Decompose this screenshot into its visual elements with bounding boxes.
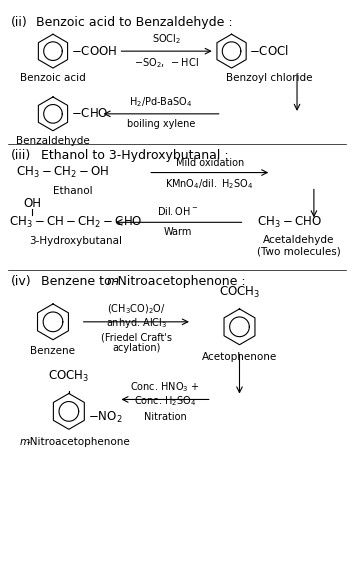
Text: Ethanol to 3-Hydroxybutanal :: Ethanol to 3-Hydroxybutanal : [41, 149, 229, 162]
Text: Acetophenone: Acetophenone [202, 352, 277, 362]
Text: (ii): (ii) [11, 16, 28, 29]
Text: Benzene: Benzene [30, 346, 75, 356]
Text: Acetaldehyde: Acetaldehyde [263, 235, 335, 246]
Text: $-$COCl: $-$COCl [250, 44, 289, 58]
Text: m: m [107, 275, 119, 288]
Text: $-$COOH: $-$COOH [71, 45, 117, 58]
Text: Conc. $\mathrm{HNO_3}$ +: Conc. $\mathrm{HNO_3}$ + [130, 381, 200, 394]
Text: (iv): (iv) [11, 275, 32, 288]
Text: m: m [19, 437, 29, 447]
Text: Conc. $\mathrm{H_2SO_4}$: Conc. $\mathrm{H_2SO_4}$ [134, 394, 196, 408]
Text: $\mathrm{(CH_3CO)_2O/}$: $\mathrm{(CH_3CO)_2O/}$ [107, 302, 166, 316]
Text: acylation): acylation) [112, 343, 160, 352]
Text: $\mathrm{CH_3-CHO}$: $\mathrm{CH_3-CHO}$ [257, 215, 322, 230]
Text: Ethanol: Ethanol [53, 186, 93, 197]
Text: boiling xylene: boiling xylene [127, 119, 195, 129]
Text: $\mathrm{SOCl_2}$: $\mathrm{SOCl_2}$ [152, 32, 181, 46]
Text: Benzene to: Benzene to [41, 275, 116, 288]
Text: (Friedel Craft's: (Friedel Craft's [101, 333, 172, 343]
Text: Benzaldehyde: Benzaldehyde [16, 136, 90, 145]
Text: Warm: Warm [164, 227, 192, 237]
Text: $\mathrm{H_2/Pd\text{-}BaSO_4}$: $\mathrm{H_2/Pd\text{-}BaSO_4}$ [129, 95, 193, 109]
Text: $\mathrm{KMnO_4/dil.\ H_2SO_4}$: $\mathrm{KMnO_4/dil.\ H_2SO_4}$ [165, 178, 254, 191]
Text: (Two molecules): (Two molecules) [257, 246, 341, 256]
Text: OH: OH [23, 197, 41, 210]
Text: Benzoic acid to Benzaldehyde :: Benzoic acid to Benzaldehyde : [36, 16, 233, 29]
Text: Mild oxidation: Mild oxidation [176, 158, 244, 167]
Text: anhyd. $\mathrm{AlCl_3}$: anhyd. $\mathrm{AlCl_3}$ [106, 316, 167, 330]
Text: $-$CHO: $-$CHO [71, 108, 108, 120]
Text: $\mathrm{Dil.OH^-}$: $\mathrm{Dil.OH^-}$ [157, 205, 199, 217]
Text: $\mathrm{-SO_2,\ -HCl}$: $\mathrm{-SO_2,\ -HCl}$ [134, 56, 199, 70]
Text: 3-Hydroxybutanal: 3-Hydroxybutanal [29, 236, 122, 246]
Text: $\mathrm{CH_3-CH_2-OH}$: $\mathrm{CH_3-CH_2-OH}$ [16, 165, 109, 180]
Text: Nitration: Nitration [144, 412, 187, 423]
Text: $\mathrm{CH_3-CH-CH_2-CHO}$: $\mathrm{CH_3-CH-CH_2-CHO}$ [9, 215, 143, 230]
Text: (iii): (iii) [11, 149, 32, 162]
Text: -Nitroacetophenone: -Nitroacetophenone [26, 437, 130, 447]
Text: Benzoyl chloride: Benzoyl chloride [226, 73, 313, 83]
Text: $\mathrm{COCH_3}$: $\mathrm{COCH_3}$ [48, 369, 90, 384]
Text: -Nitroacetophenone :: -Nitroacetophenone : [114, 275, 246, 288]
Text: $\mathrm{COCH_3}$: $\mathrm{COCH_3}$ [219, 285, 260, 300]
Text: Benzoic acid: Benzoic acid [20, 73, 86, 83]
Text: $-\mathrm{NO_2}$: $-\mathrm{NO_2}$ [88, 410, 122, 425]
